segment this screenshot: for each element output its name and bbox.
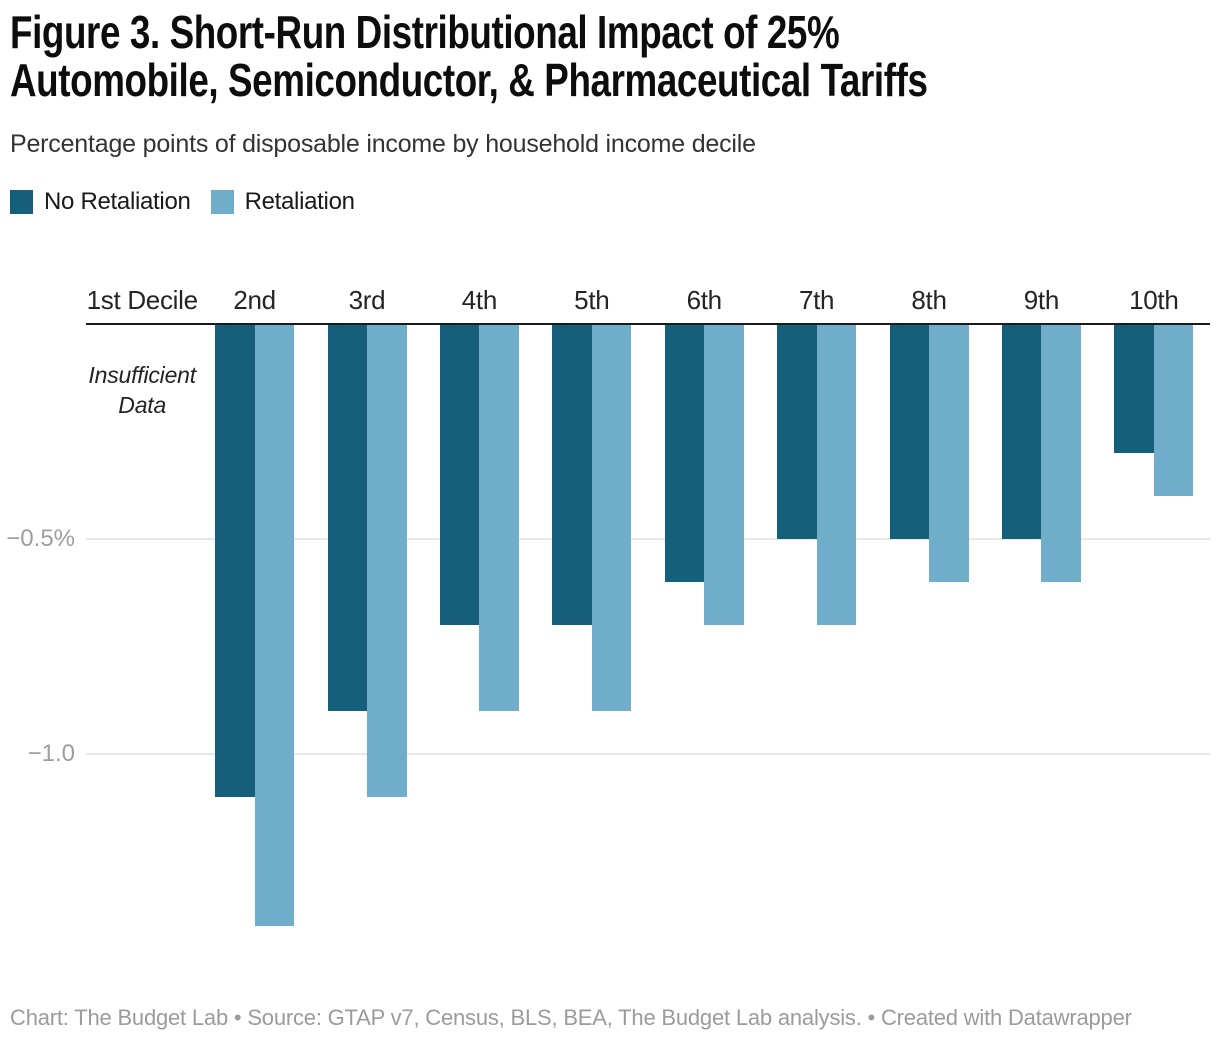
chart-title-line-1: Figure 3. Short-Run Distributional Impac… xyxy=(10,6,840,58)
x-axis-category-label-text: 1st Decile xyxy=(86,285,198,315)
x-axis-category-label-text: 5th xyxy=(574,285,610,315)
bar-no-retaliation-10th[interactable] xyxy=(1114,324,1154,453)
x-axis-category-label: 4th xyxy=(423,254,535,314)
bar-retaliation-4th[interactable] xyxy=(479,324,519,711)
bar-retaliation-9th[interactable] xyxy=(1041,324,1081,582)
y-axis-tick-label: −1.0 xyxy=(27,740,75,767)
bar-retaliation-10th[interactable] xyxy=(1153,324,1194,496)
x-axis-category-label: 9th xyxy=(985,254,1097,314)
bar-no-retaliation-4th[interactable] xyxy=(439,324,480,625)
y-axis-tick-label: −0.5% xyxy=(6,525,75,552)
bar-no-retaliation-3rd[interactable] xyxy=(327,324,367,711)
x-axis-category-label: 2nd xyxy=(198,254,310,314)
x-axis-category-label: 1st Decile xyxy=(86,254,198,314)
bar-retaliation-8th[interactable] xyxy=(929,324,969,582)
x-axis-category-label-text: 10th xyxy=(1129,285,1179,315)
gridline xyxy=(86,538,1210,540)
chart-subtitle: Percentage points of disposable income b… xyxy=(10,130,756,158)
bar-retaliation-7th[interactable] xyxy=(816,324,857,625)
x-axis-category-label-text: 3rd xyxy=(348,285,386,315)
chart-footer: Chart: The Budget Lab • Source: GTAP v7,… xyxy=(10,1005,1132,1030)
bar-no-retaliation-2nd[interactable] xyxy=(215,324,255,797)
x-axis-category-label: 8th xyxy=(873,254,985,314)
x-axis-category-label: 6th xyxy=(648,254,760,314)
insufficient-data-note: Insufficient Data xyxy=(88,362,196,418)
bar-retaliation-3rd[interactable] xyxy=(367,324,407,797)
legend: No Retaliation Retaliation xyxy=(10,188,355,216)
bar-no-retaliation-5th[interactable] xyxy=(552,324,592,625)
legend-label-retaliation: Retaliation xyxy=(244,188,355,215)
x-axis-category-label: 10th xyxy=(1098,254,1210,314)
legend-item-retaliation: Retaliation xyxy=(210,188,355,216)
gridline xyxy=(86,753,1210,755)
x-axis-baseline xyxy=(86,322,1210,325)
bar-retaliation-6th[interactable] xyxy=(704,324,744,625)
x-axis-category-label-text: 8th xyxy=(911,285,947,315)
x-axis-category-label-text: 4th xyxy=(461,285,498,315)
chart-title-line-2: Automobile, Semiconductor, & Pharmaceuti… xyxy=(10,54,928,106)
x-axis-category-label: 5th xyxy=(536,254,648,314)
x-axis-category-label-text: 2nd xyxy=(233,285,276,315)
bar-retaliation-5th[interactable] xyxy=(591,324,632,711)
legend-item-no-retaliation: No Retaliation xyxy=(10,188,191,216)
x-axis-category-label-text: 9th xyxy=(1023,285,1060,315)
x-axis-category-label: 7th xyxy=(760,254,872,314)
chart-title: Figure 3. Short-Run Distributional Impac… xyxy=(10,8,1210,104)
legend-label-no-retaliation: No Retaliation xyxy=(44,188,191,215)
x-axis-category-label: 3rd xyxy=(311,254,423,314)
x-axis-category-label-text: 6th xyxy=(686,285,723,315)
bar-no-retaliation-7th[interactable] xyxy=(777,324,817,539)
bar-no-retaliation-9th[interactable] xyxy=(1001,324,1042,539)
x-axis-category-label-text: 7th xyxy=(798,285,835,315)
legend-swatch-retaliation xyxy=(210,190,234,214)
legend-swatch-no-retaliation xyxy=(10,190,33,214)
bar-no-retaliation-8th[interactable] xyxy=(889,324,929,539)
bar-no-retaliation-6th[interactable] xyxy=(664,324,705,582)
bar-retaliation-2nd[interactable] xyxy=(254,324,295,926)
